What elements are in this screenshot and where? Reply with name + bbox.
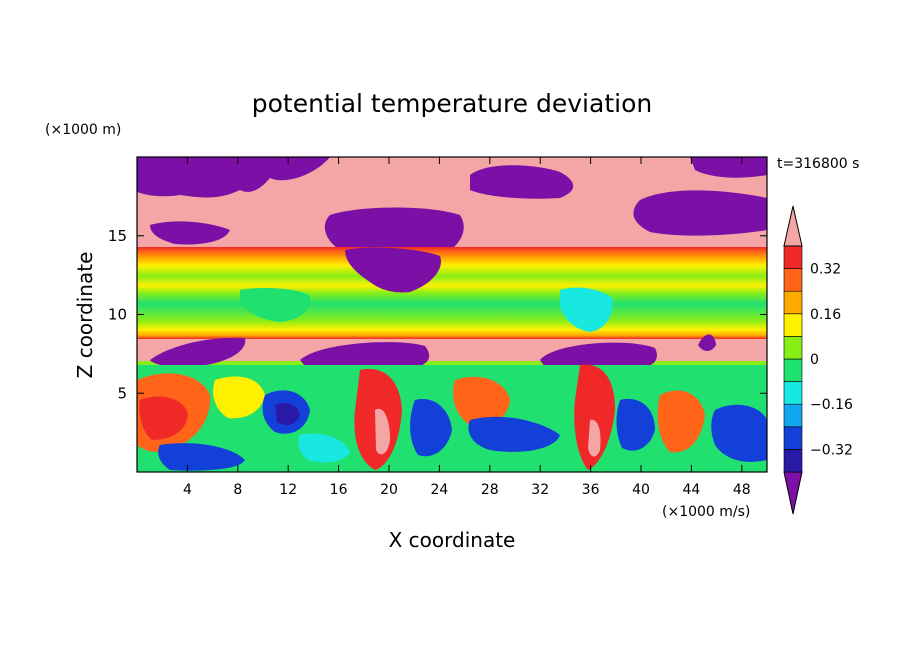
colorbar-segment — [783, 449, 803, 473]
x-tick-label: 8 — [233, 482, 242, 498]
x-tick-label: 32 — [531, 482, 549, 498]
field-orange-3 — [657, 390, 705, 453]
field-lower-purple-1 — [150, 337, 246, 367]
x-tick-label: 48 — [733, 482, 751, 498]
colorbar-segment — [783, 290, 803, 315]
field-blue-2 — [410, 399, 452, 457]
x-tick-label: 36 — [582, 482, 600, 498]
field-navy-1 — [275, 403, 300, 426]
field-pink-3 — [588, 419, 601, 457]
x-tick-label: 24 — [430, 482, 448, 498]
field-purple-intrusion — [345, 247, 441, 293]
field-cyan-6 — [298, 433, 350, 463]
colorbar-label: 0.32 — [810, 262, 841, 278]
field-yellow-1 — [213, 376, 265, 419]
field-cyan-patch — [560, 287, 613, 332]
colorbar-label: −0.32 — [810, 442, 853, 458]
x-unit-label: (×1000 m/s) — [662, 504, 750, 520]
colorbar-segment — [783, 313, 803, 337]
field-lower-purple-2 — [300, 342, 430, 366]
y-unit-label: (×1000 m) — [45, 122, 121, 138]
field-blue-5 — [711, 404, 767, 462]
colorbar: 0.32 0.16 0 −0.16 −0.32 — [783, 205, 853, 515]
y-axis-label: Z coordinate — [73, 252, 97, 379]
field-pink-2 — [375, 408, 390, 455]
field-upper-purple-2 — [470, 165, 574, 199]
field-lower-purple-3 — [540, 342, 657, 367]
colorbar-segment — [783, 381, 803, 405]
field-upper-purple-4 — [690, 157, 767, 178]
y-tick-label: 15 — [108, 227, 127, 245]
colorbar-min-arrow — [783, 471, 803, 515]
x-tick-label: 16 — [330, 482, 348, 498]
x-tick-label: 28 — [481, 482, 499, 498]
y-ticks: 5 10 15 — [108, 227, 767, 402]
chart-title: potential temperature deviation — [252, 89, 652, 118]
colorbar-max-arrow — [783, 205, 803, 247]
colorbar-segment — [783, 336, 803, 360]
x-tick-label: 40 — [632, 482, 650, 498]
time-label: t=316800 s — [777, 156, 859, 172]
field-cyan-patch-2 — [240, 288, 311, 322]
x-tick-label: 12 — [279, 482, 297, 498]
colorbar-label: 0 — [810, 352, 819, 368]
colorbar-segment — [783, 245, 803, 269]
field-stratified-band — [137, 247, 767, 339]
field-blue-6 — [158, 443, 245, 471]
colorbar-segment — [783, 358, 803, 382]
colorbar-label: 0.16 — [810, 307, 841, 323]
field-upper-purple-6 — [150, 221, 230, 245]
colorbar-segment — [783, 426, 803, 450]
x-axis-label: X coordinate — [389, 528, 516, 552]
field-upper-purple-3 — [633, 190, 767, 236]
field-red-3 — [574, 364, 615, 470]
field-orange-2 — [453, 376, 510, 426]
field-red-1 — [139, 396, 188, 440]
field-blue-3 — [468, 416, 560, 452]
field-lower-purple-4 — [698, 334, 716, 352]
colorbar-label: −0.16 — [810, 397, 853, 413]
field-plot — [137, 157, 767, 472]
y-tick-label: 10 — [108, 306, 127, 324]
colorbar-segment — [783, 403, 803, 428]
field-blue-4 — [616, 398, 655, 451]
y-tick-label: 5 — [117, 384, 127, 402]
colorbar-segment — [783, 268, 803, 292]
field-upper-purple — [137, 157, 330, 198]
x-ticks: 4 8 12 16 20 24 28 32 36 40 44 48 — [183, 157, 751, 498]
x-tick-label: 44 — [682, 482, 700, 498]
x-tick-label: 20 — [380, 482, 398, 498]
x-tick-label: 4 — [183, 482, 192, 498]
